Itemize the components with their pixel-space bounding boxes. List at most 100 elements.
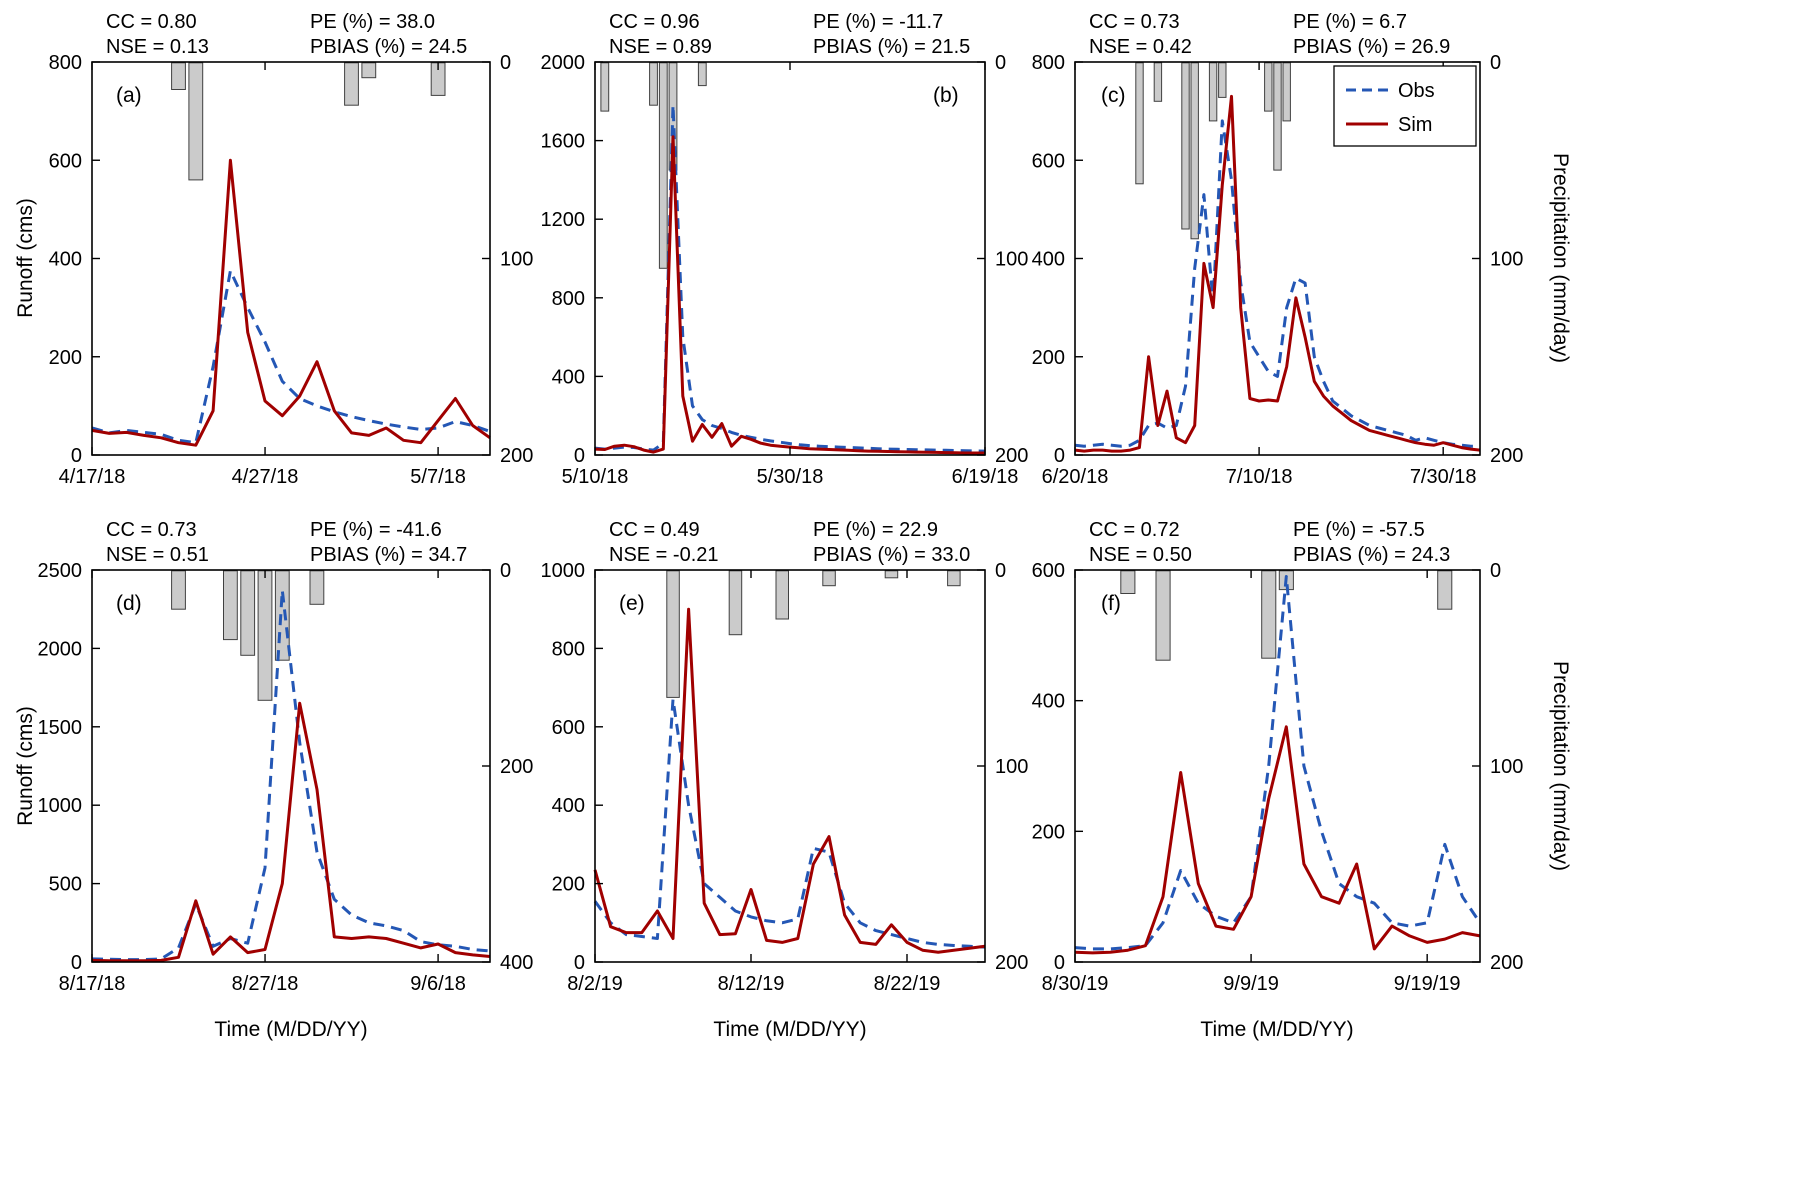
runoff-tick-label: 600: [552, 717, 585, 739]
ticks: [91, 61, 490, 456]
panel-d: 0 500 1000 1500 2000 2500 0 200 400 8/17/18 8/27/1…: [38, 560, 534, 995]
runoff-tick-label: 200: [1032, 347, 1065, 369]
ticks: [1074, 569, 1480, 963]
runoff-tick-label: 800: [49, 52, 82, 74]
precip-bar: [649, 62, 658, 106]
runoff-tick-label: 2000: [541, 52, 586, 74]
panel-e-stat-cc: CC = 0.49: [609, 519, 700, 541]
precip-bar: [884, 570, 899, 579]
precip-tick-label: 100: [500, 249, 533, 271]
runoff-tick-label: 400: [552, 366, 585, 388]
precip-bar: [274, 570, 290, 661]
precip-tick-label: 200: [995, 445, 1028, 467]
date-tick-label: 6/19/18: [952, 466, 1019, 488]
precip-tick-label: 0: [995, 560, 1006, 582]
precip-bar: [1208, 62, 1218, 122]
precip-tick-label: 100: [995, 249, 1028, 271]
runoff-tick-label: 0: [1054, 952, 1065, 974]
panel-e-stat-pe: PE (%) = 22.9: [813, 519, 939, 541]
runoff-tick-label: 500: [49, 874, 82, 896]
obs-line: [1074, 575, 1482, 951]
precip-bar: [600, 62, 610, 112]
precip-bar: [1135, 62, 1144, 185]
obs-line: [91, 269, 491, 445]
date-tick-label: 4/27/18: [232, 466, 299, 488]
precip-bars: [171, 62, 446, 181]
precip-bar: [822, 570, 836, 587]
panel-d-stat-cc: CC = 0.73: [106, 519, 197, 541]
panel-e: 0 200 400 600 800 1000 0 100 200 8/2/19 8/12/19 8/2…: [541, 560, 1029, 995]
precip-bar: [257, 570, 273, 701]
runoff-tick-label: 400: [49, 249, 82, 271]
precip-bar: [309, 570, 325, 605]
panel-d-stat-nse: NSE = 0.51: [106, 544, 209, 566]
date-tick-label: 8/12/19: [718, 973, 785, 995]
precip-axis-label-bottom: Precipitation (mm/day): [1549, 660, 1572, 872]
date-tick-label: 4/17/18: [59, 466, 126, 488]
runoff-tick-label: 0: [71, 445, 82, 467]
runoff-tick-label: 1000: [38, 795, 83, 817]
precip-bar: [1264, 62, 1273, 112]
panel-f-stat-pe: PE (%) = -57.5: [1293, 519, 1425, 541]
precip-tick-label: 0: [995, 52, 1006, 74]
runoff-tick-label: 200: [1032, 821, 1065, 843]
runoff-axis-label-top: Runoff (cms): [14, 198, 37, 318]
sim-line: [594, 135, 985, 455]
plot-box: [594, 569, 986, 963]
runoff-tick-label: 200: [49, 347, 82, 369]
date-tick-label: 9/9/19: [1223, 973, 1279, 995]
precip-bar: [658, 62, 668, 269]
date-tick-label: 8/30/19: [1042, 973, 1109, 995]
panel-a-stat-nse: NSE = 0.13: [106, 36, 209, 58]
ticks: [594, 569, 985, 963]
ticks: [91, 569, 490, 963]
precip-bar: [1190, 62, 1199, 240]
precip-bars: [1120, 570, 1453, 661]
panel-d-letter: (d): [116, 592, 142, 615]
precip-axis-label-top: Precipitation (mm/day): [1549, 152, 1572, 364]
runoff-tick-label: 1000: [541, 560, 586, 582]
date-tick-label: 8/22/19: [874, 973, 941, 995]
date-tick-label: 8/27/18: [232, 973, 299, 995]
obs-line: [594, 103, 986, 453]
panel-f: 0 200 400 600 0 100 200 8/30/19 9/9/19 9/19/19: [1032, 560, 1524, 995]
runoff-tick-label: 800: [1032, 52, 1065, 74]
obs-line: [593, 697, 986, 949]
date-tick-label: 7/30/18: [1410, 466, 1477, 488]
precip-tick-label: 0: [1490, 52, 1501, 74]
obs-line: [91, 588, 491, 962]
precip-bar: [697, 62, 707, 87]
date-tick-label: 5/30/18: [757, 466, 824, 488]
runoff-tick-label: 400: [1032, 691, 1065, 713]
panel-d-stat-pe: PE (%) = -41.6: [310, 519, 442, 541]
runoff-tick-label: 600: [1032, 560, 1065, 582]
plot-box: [91, 569, 491, 963]
date-tick-label: 8/2/19: [567, 973, 623, 995]
date-tick-label: 5/10/18: [562, 466, 629, 488]
panel-e-stat-pbias: PBIAS (%) = 33.0: [813, 544, 971, 566]
panel-b-letter: (b): [933, 84, 959, 107]
precip-bar: [775, 570, 789, 620]
runoff-tick-label: 400: [1032, 249, 1065, 271]
precip-bar: [1218, 62, 1227, 98]
runoff-tick-label: 0: [1054, 445, 1065, 467]
panel-b-stat-nse: NSE = 0.89: [609, 36, 712, 58]
date-tick-label: 9/6/18: [410, 973, 466, 995]
panel-a-stat-cc: CC = 0.80: [106, 11, 197, 33]
precip-bar: [666, 570, 680, 698]
precip-bar: [188, 62, 204, 181]
precip-bars: [171, 570, 325, 701]
runoff-tick-label: 0: [71, 952, 82, 974]
panel-a-stat-pe: PE (%) = 38.0: [310, 11, 436, 33]
date-tick-label: 5/7/18: [410, 466, 466, 488]
precip-bar: [1155, 570, 1171, 661]
runoff-tick-label: 800: [552, 288, 585, 310]
precip-tick-label: 100: [995, 756, 1028, 778]
panel-b-stat-cc: CC = 0.96: [609, 11, 700, 33]
ticks: [594, 61, 986, 456]
precip-tick-label: 200: [1490, 445, 1523, 467]
date-tick-label: 8/17/18: [59, 973, 126, 995]
precip-bar: [1273, 62, 1282, 171]
